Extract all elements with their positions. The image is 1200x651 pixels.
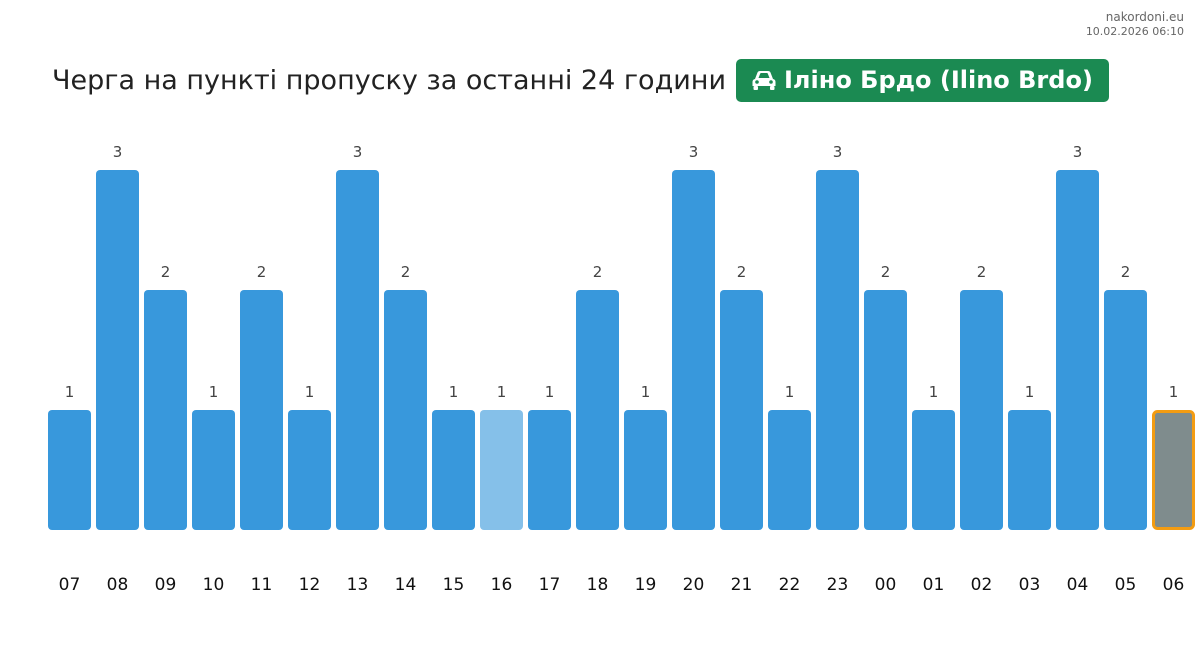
bar-value-label: 2 bbox=[737, 263, 747, 281]
bar-value-label: 2 bbox=[881, 263, 891, 281]
hour-label: 05 bbox=[1115, 575, 1137, 595]
bar-14 bbox=[384, 290, 427, 530]
hour-label: 11 bbox=[251, 575, 273, 595]
checkpoint-name: Іліно Брдо (Ilino Brdo) bbox=[784, 66, 1093, 94]
bar-00 bbox=[864, 290, 907, 530]
bar-18 bbox=[576, 290, 619, 530]
bar-21 bbox=[720, 290, 763, 530]
bar-value-label: 3 bbox=[113, 143, 123, 161]
bar-value-label: 1 bbox=[785, 383, 795, 401]
bar-value-label: 2 bbox=[401, 263, 411, 281]
bar-09 bbox=[144, 290, 187, 530]
hour-label: 07 bbox=[59, 575, 81, 595]
bar-13 bbox=[336, 170, 379, 530]
hour-label: 00 bbox=[875, 575, 897, 595]
hour-label: 19 bbox=[635, 575, 657, 595]
bar-12 bbox=[288, 410, 331, 530]
bar-16 bbox=[480, 410, 523, 530]
hour-label: 20 bbox=[683, 575, 705, 595]
site-name: nakordoni.eu bbox=[1105, 10, 1184, 24]
checkpoint-badge: Іліно Брдо (Ilino Brdo) bbox=[736, 58, 1109, 102]
bar-value-label: 3 bbox=[1073, 143, 1083, 161]
hour-label: 16 bbox=[491, 575, 513, 595]
bar-11 bbox=[240, 290, 283, 530]
bar-value-label: 1 bbox=[209, 383, 219, 401]
chart-title: Черга на пункті пропуску за останні 24 г… bbox=[52, 64, 726, 96]
hour-label: 08 bbox=[107, 575, 129, 595]
hour-label: 22 bbox=[779, 575, 801, 595]
chart-header: Черга на пункті пропуску за останні 24 г… bbox=[52, 58, 1109, 102]
hour-label: 23 bbox=[827, 575, 849, 595]
bar-03 bbox=[1008, 410, 1051, 530]
car-icon bbox=[750, 68, 778, 92]
bar-08 bbox=[96, 170, 139, 530]
hour-label: 21 bbox=[731, 575, 753, 595]
hour-label: 18 bbox=[587, 575, 609, 595]
bar-value-label: 1 bbox=[305, 383, 315, 401]
bar-04 bbox=[1056, 170, 1099, 530]
bar-value-label: 1 bbox=[641, 383, 651, 401]
bar-02 bbox=[960, 290, 1003, 530]
hour-label: 01 bbox=[923, 575, 945, 595]
hour-label: 02 bbox=[971, 575, 993, 595]
brand-block: nakordoni.eu 10.02.2026 06:10 bbox=[1086, 9, 1184, 40]
bar-23 bbox=[816, 170, 859, 530]
hour-label: 04 bbox=[1067, 575, 1089, 595]
hour-label: 12 bbox=[299, 575, 321, 595]
bar-19 bbox=[624, 410, 667, 530]
hour-label: 14 bbox=[395, 575, 417, 595]
hour-label: 13 bbox=[347, 575, 369, 595]
bar-05 bbox=[1104, 290, 1147, 530]
bar-22 bbox=[768, 410, 811, 530]
hour-label: 17 bbox=[539, 575, 561, 595]
hour-label: 09 bbox=[155, 575, 177, 595]
bar-value-label: 2 bbox=[593, 263, 603, 281]
bar-06 bbox=[1152, 410, 1195, 530]
bar-15 bbox=[432, 410, 475, 530]
bar-value-label: 2 bbox=[257, 263, 267, 281]
bar-value-label: 1 bbox=[65, 383, 75, 401]
hour-label: 06 bbox=[1163, 575, 1185, 595]
hour-label: 03 bbox=[1019, 575, 1041, 595]
bar-value-label: 2 bbox=[161, 263, 171, 281]
bar-07 bbox=[48, 410, 91, 530]
bar-01 bbox=[912, 410, 955, 530]
bar-value-label: 3 bbox=[353, 143, 363, 161]
bar-17 bbox=[528, 410, 571, 530]
timestamp: 10.02.2026 06:10 bbox=[1085, 25, 1184, 39]
bar-value-label: 3 bbox=[689, 143, 699, 161]
bar-value-label: 1 bbox=[929, 383, 939, 401]
bar-value-label: 2 bbox=[1121, 263, 1131, 281]
bar-value-label: 1 bbox=[449, 383, 459, 401]
bar-value-label: 1 bbox=[545, 383, 555, 401]
bar-10 bbox=[192, 410, 235, 530]
bar-value-label: 1 bbox=[497, 383, 507, 401]
bar-value-label: 1 bbox=[1025, 383, 1035, 401]
bar-20 bbox=[672, 170, 715, 530]
bar-value-label: 1 bbox=[1169, 383, 1179, 401]
bar-value-label: 3 bbox=[833, 143, 843, 161]
bar-value-label: 2 bbox=[977, 263, 987, 281]
hour-label: 10 bbox=[203, 575, 225, 595]
hour-label: 15 bbox=[443, 575, 465, 595]
